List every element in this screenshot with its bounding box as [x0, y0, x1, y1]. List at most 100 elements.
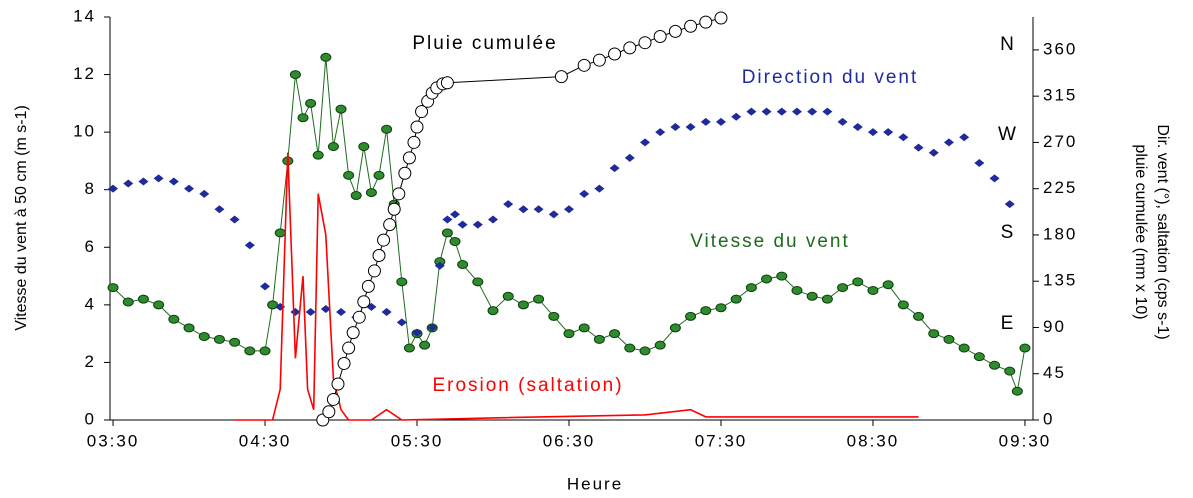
marker [322, 405, 336, 419]
marker [358, 142, 370, 152]
marker [312, 150, 324, 160]
marker [244, 241, 255, 250]
marker [305, 98, 317, 108]
marker [776, 271, 788, 281]
marker [337, 356, 351, 370]
marker [392, 187, 406, 201]
marker [457, 220, 468, 229]
marker [974, 158, 985, 167]
marker [365, 188, 377, 198]
y2-axis-label: Dir. vent (°), saltation (cps s-1) [1154, 124, 1171, 339]
marker [973, 352, 985, 362]
y-tick-label: 14 [73, 6, 96, 25]
marker [592, 53, 606, 67]
annotation: Pluie cumulée [412, 33, 557, 54]
marker [107, 283, 119, 293]
marker [410, 120, 424, 134]
marker [289, 70, 301, 80]
marker [791, 107, 802, 116]
marker [806, 291, 818, 301]
marker [357, 295, 371, 309]
marker [199, 189, 210, 198]
y2-tick-label: 90 [1043, 317, 1066, 336]
marker [685, 123, 696, 132]
marker [229, 215, 240, 224]
marker [807, 107, 818, 116]
marker [336, 308, 347, 317]
marker [852, 123, 863, 132]
marker [883, 128, 894, 137]
marker [761, 107, 772, 116]
y2-tick-label: 270 [1043, 132, 1077, 151]
marker [943, 334, 955, 344]
marker [434, 261, 445, 270]
marker [852, 277, 864, 287]
marker [412, 328, 423, 337]
marker [213, 334, 225, 344]
y-tick-label: 8 [85, 179, 96, 198]
marker [326, 392, 340, 406]
marker [381, 308, 392, 317]
marker [342, 341, 356, 355]
annotation: S [1001, 222, 1016, 243]
marker [578, 323, 590, 333]
marker [867, 128, 878, 137]
marker [153, 174, 164, 183]
marker [373, 170, 385, 180]
marker [407, 135, 421, 149]
marker [396, 277, 408, 287]
marker [415, 105, 429, 119]
marker [320, 52, 332, 62]
annotation: Direction du vent [742, 67, 919, 88]
marker [699, 15, 713, 29]
marker [700, 306, 712, 316]
marker [137, 294, 149, 304]
marker [1011, 386, 1023, 396]
marker [639, 138, 650, 147]
marker [1019, 343, 1031, 353]
marker [882, 280, 894, 290]
y-tick-label: 0 [85, 409, 96, 428]
marker [229, 337, 241, 347]
marker [331, 377, 345, 391]
marker [638, 36, 652, 50]
marker [653, 30, 667, 44]
marker [502, 291, 514, 301]
marker [623, 41, 637, 55]
series-line [112, 57, 1026, 394]
marker [928, 148, 939, 157]
marker [837, 117, 848, 126]
y-tick-label: 4 [85, 294, 96, 313]
y2-tick-label: 135 [1043, 271, 1077, 290]
x-tick-label: 04:30 [239, 431, 292, 450]
marker [684, 19, 698, 33]
marker [898, 133, 909, 142]
marker [1004, 366, 1016, 376]
marker [260, 282, 271, 291]
marker [822, 107, 833, 116]
marker [654, 340, 666, 350]
marker [168, 177, 179, 186]
marker [168, 314, 180, 324]
y-tick-label: 6 [85, 237, 96, 256]
marker [609, 329, 621, 339]
marker [700, 117, 711, 126]
marker [1004, 200, 1015, 209]
marker [327, 142, 339, 152]
marker [123, 179, 134, 188]
marker [913, 311, 925, 321]
marker [624, 153, 635, 162]
marker [343, 170, 355, 180]
marker [517, 300, 529, 310]
marker [183, 323, 195, 333]
marker [563, 205, 574, 214]
marker [913, 143, 924, 152]
annotation: Vitesse du vent [690, 231, 850, 252]
marker [897, 300, 909, 310]
marker [403, 343, 415, 353]
marker [153, 300, 165, 310]
y2-tick-label: 225 [1043, 178, 1077, 197]
marker [761, 274, 773, 284]
marker [928, 329, 940, 339]
x-tick-label: 08:30 [847, 431, 900, 450]
